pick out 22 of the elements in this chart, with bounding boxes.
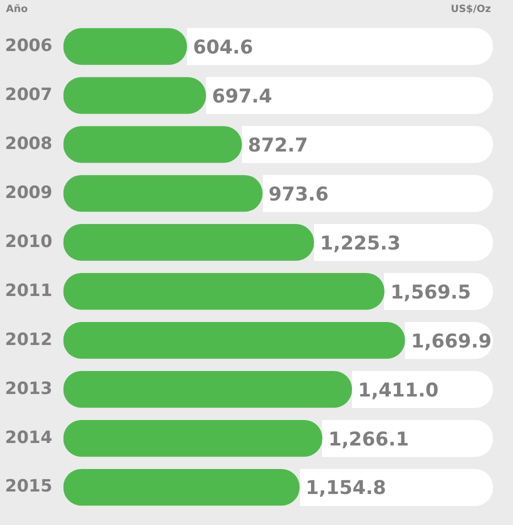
data-label: 1,266.1 <box>328 428 409 450</box>
x-axis-title: US$/Oz <box>450 4 491 15</box>
y-tick-label: 2015 <box>4 476 52 497</box>
data-label: 1,154.8 <box>306 477 386 500</box>
y-tick-label: 2011 <box>4 280 52 301</box>
y-tick-label: 2008 <box>4 134 52 154</box>
y-tick-label: 2012 <box>4 330 52 350</box>
data-label: 872.7 <box>248 134 308 156</box>
data-label: 1,411.0 <box>358 379 439 402</box>
data-label: 604.6 <box>193 36 254 58</box>
data-label: 1,569.5 <box>390 281 471 304</box>
y-tick-label: 2007 <box>4 84 52 105</box>
data-label: 1,225.3 <box>320 232 401 254</box>
data-label: 1,669.9 <box>410 330 492 352</box>
y-axis-title: Año <box>6 4 28 15</box>
y-tick-label: 2006 <box>4 36 52 56</box>
data-label: 697.4 <box>212 85 272 108</box>
data-label: 973.6 <box>268 183 329 206</box>
y-tick-label: 2009 <box>4 182 52 203</box>
y-tick-label: 2010 <box>4 232 52 252</box>
y-tick-label: 2013 <box>4 378 52 399</box>
y-tick-label: 2014 <box>4 428 52 448</box>
